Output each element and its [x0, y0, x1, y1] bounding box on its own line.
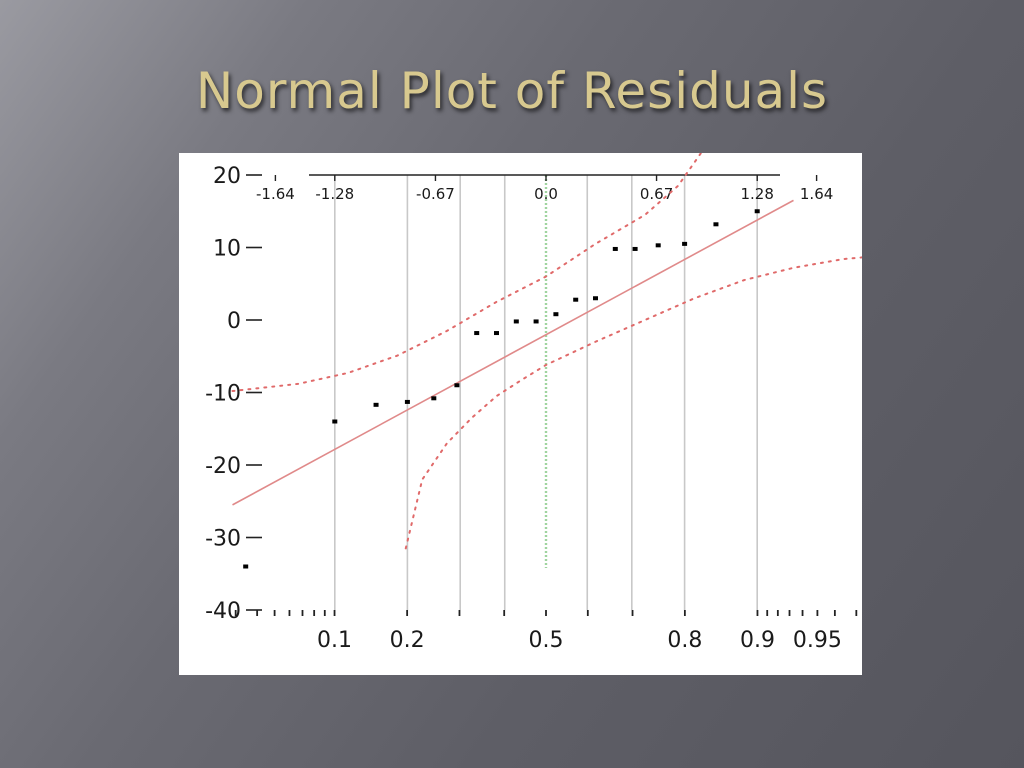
bottom-tick-label: 0.1	[317, 628, 352, 653]
data-point	[655, 243, 661, 248]
data-point	[513, 319, 519, 324]
data-point	[593, 296, 598, 301]
data-point	[431, 396, 437, 401]
data-point	[454, 383, 460, 388]
top-tick-label: 1.28	[740, 185, 773, 203]
data-point	[713, 222, 719, 227]
top-tick-label: -0.67	[416, 185, 455, 203]
data-point	[573, 297, 579, 302]
data-point	[612, 246, 618, 251]
data-point	[404, 399, 410, 404]
top-tick-label: 1.64	[800, 185, 833, 203]
data-point	[332, 419, 338, 424]
y-tick-label: -10	[205, 382, 241, 407]
bottom-tick-label: 0.95	[793, 628, 842, 653]
bottom-tick-label: 0.5	[529, 628, 564, 653]
bottom-tick-label: 0.8	[667, 628, 702, 653]
y-tick-label: 0	[227, 309, 241, 334]
confidence-band-lower	[404, 256, 862, 550]
y-tick-label: 10	[213, 237, 241, 262]
normal-plot-panel: 20 10 0 -10 -20 -30 -40 -1.64 -1.28 -0.67 0.0 0.67 1…	[179, 153, 862, 675]
bottom-tick-label: 0.2	[390, 628, 425, 653]
data-point	[243, 564, 249, 569]
data-point	[553, 312, 559, 317]
top-tick-label: -1.28	[315, 185, 354, 203]
top-tick-label: 0.67	[640, 185, 673, 203]
data-point	[494, 331, 499, 336]
y-tick-label: -20	[205, 454, 241, 479]
data-point	[682, 241, 688, 246]
confidence-band-upper	[231, 153, 703, 393]
bottom-tick-label: 0.9	[740, 628, 775, 653]
y-tick-label: -30	[205, 527, 241, 552]
data-point	[373, 402, 379, 407]
data-point	[754, 209, 760, 214]
top-tick-label: -1.64	[256, 185, 295, 203]
data-point	[474, 331, 480, 336]
fit-line	[232, 199, 794, 506]
slide-title: Normal Plot of Residuals	[195, 62, 829, 120]
y-tick-label: 20	[213, 164, 241, 189]
top-tick-label: 0.0	[534, 185, 558, 203]
data-point	[632, 246, 638, 251]
data-point	[533, 319, 539, 324]
